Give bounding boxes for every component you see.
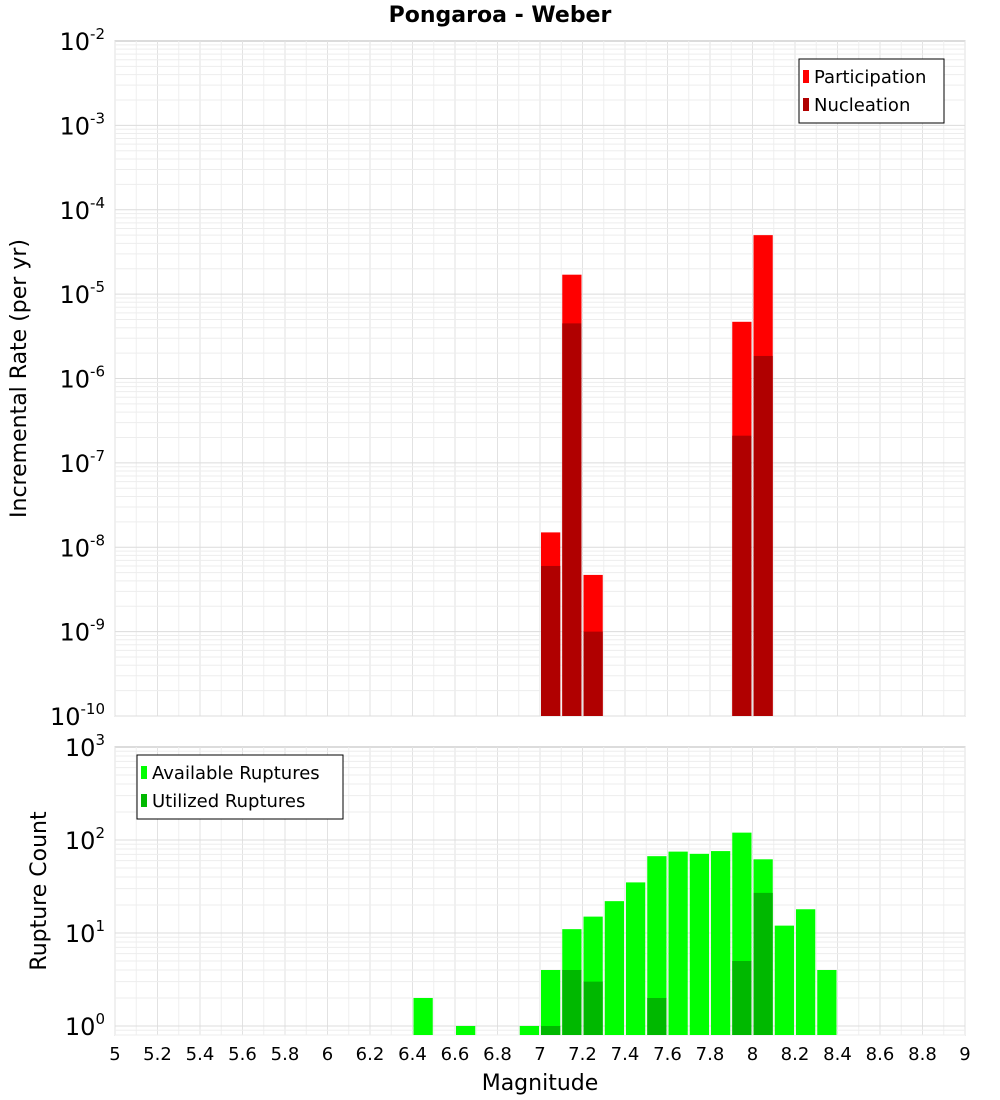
legend-swatch <box>803 98 809 111</box>
bar-utilized-ruptures <box>541 1025 561 1035</box>
y-tick-label: 100 <box>65 1010 105 1041</box>
legend-label: Utilized Ruptures <box>152 791 305 812</box>
y-tick-label: 103 <box>65 731 105 762</box>
x-tick-label: 8.8 <box>908 1044 937 1065</box>
bottom-y-axis-label: Rupture Count <box>27 811 52 971</box>
x-tick-label: 6.2 <box>356 1044 385 1065</box>
bar-nucleation <box>753 355 773 716</box>
bar-available-ruptures <box>817 969 837 1035</box>
legend-label: Nucleation <box>814 95 910 116</box>
bar-nucleation <box>583 631 603 716</box>
x-tick-label: 9 <box>959 1044 970 1065</box>
y-tick-label: 10-7 <box>59 447 105 478</box>
x-tick-label: 6.4 <box>398 1044 427 1065</box>
x-ticks: 5 5.2 5.4 5.6 5.8 6 6.2 6.4 6.6 6.8 7 7.2 7.4 7.6 7.8 8… <box>109 1044 970 1065</box>
y-tick-label: 101 <box>65 917 105 948</box>
bar-nucleation <box>732 435 752 716</box>
bottom-panel: 100 101 102 103 5 5.2 5.4 5.6 5.8 6 6.2 6.4 6.6 6.8 7… <box>27 731 971 1096</box>
bar-available-ruptures <box>796 909 816 1035</box>
legend-swatch <box>141 794 147 807</box>
top-legend: Participation Nucleation <box>798 58 945 124</box>
x-tick-label: 6.6 <box>441 1044 470 1065</box>
top-y-axis-label: Incremental Rate (per yr) <box>7 239 32 518</box>
legend-label: Available Ruptures <box>152 763 320 784</box>
y-tick-label: 10-9 <box>59 616 105 647</box>
top-y-ticks: 10-10 10-9 10-8 10-7 10-6 10-5 10-4 10-3 10-2 <box>50 25 105 731</box>
x-tick-label: 7.8 <box>696 1044 725 1065</box>
bar-available-ruptures <box>626 882 646 1035</box>
legend-label: Participation <box>814 67 926 88</box>
y-tick-label: 10-4 <box>59 194 105 225</box>
bar-available-ruptures <box>541 969 561 1035</box>
bar-available-ruptures <box>711 851 731 1035</box>
x-tick-label: 5.8 <box>271 1044 300 1065</box>
bar-available-ruptures <box>774 925 794 1035</box>
x-tick-label: 7.6 <box>653 1044 682 1065</box>
legend-swatch <box>141 766 147 779</box>
x-tick-label: 5.6 <box>228 1044 257 1065</box>
bar-available-ruptures <box>413 997 433 1035</box>
bar-nucleation <box>541 565 561 716</box>
x-tick-label: 6.8 <box>483 1044 512 1065</box>
top-panel: 10-10 10-9 10-8 10-7 10-6 10-5 10-4 10-3 10-2 In… <box>7 25 966 731</box>
bar-nucleation <box>562 323 582 716</box>
legend-box <box>136 754 344 820</box>
bottom-y-ticks: 100 101 102 103 <box>65 731 105 1041</box>
chart-title: Pongaroa - Weber <box>389 3 612 28</box>
x-tick-label: 5 <box>109 1044 120 1065</box>
x-tick-label: 8.4 <box>823 1044 852 1065</box>
x-tick-label: 8.2 <box>781 1044 810 1065</box>
x-tick-label: 5.4 <box>186 1044 215 1065</box>
bar-available-ruptures <box>456 1025 476 1035</box>
legend-swatch <box>803 70 809 83</box>
y-tick-label: 10-8 <box>59 531 105 562</box>
x-tick-label: 8 <box>747 1044 758 1065</box>
bottom-bars <box>413 832 837 1035</box>
x-tick-label: 8.6 <box>866 1044 895 1065</box>
y-tick-label: 10-10 <box>50 700 105 731</box>
bar-available-ruptures <box>604 901 624 1035</box>
bar-utilized-ruptures <box>562 969 582 1035</box>
top-grid <box>114 41 966 717</box>
y-tick-label: 10-5 <box>59 278 105 309</box>
legend-box <box>798 58 945 124</box>
bar-available-ruptures <box>668 851 688 1035</box>
bar-utilized-ruptures <box>753 892 773 1035</box>
x-tick-label: 7 <box>534 1044 545 1065</box>
bar-available-ruptures <box>519 1025 539 1035</box>
bottom-legend: Available Ruptures Utilized Ruptures <box>136 754 344 820</box>
y-tick-label: 10-3 <box>59 109 105 140</box>
x-tick-label: 6 <box>322 1044 333 1065</box>
bar-utilized-ruptures <box>647 997 667 1035</box>
bar-utilized-ruptures <box>732 960 752 1035</box>
x-tick-label: 7.4 <box>611 1044 640 1065</box>
y-tick-label: 10-2 <box>59 25 105 56</box>
bar-available-ruptures <box>689 853 709 1035</box>
x-tick-label: 7.2 <box>568 1044 597 1065</box>
bar-available-ruptures <box>647 856 667 1035</box>
top-bars <box>541 235 773 716</box>
y-tick-label: 102 <box>65 824 105 855</box>
x-tick-label: 5.2 <box>143 1044 172 1065</box>
y-tick-label: 10-6 <box>59 363 105 394</box>
x-axis-label: Magnitude <box>482 1071 599 1096</box>
bar-utilized-ruptures <box>583 981 603 1035</box>
